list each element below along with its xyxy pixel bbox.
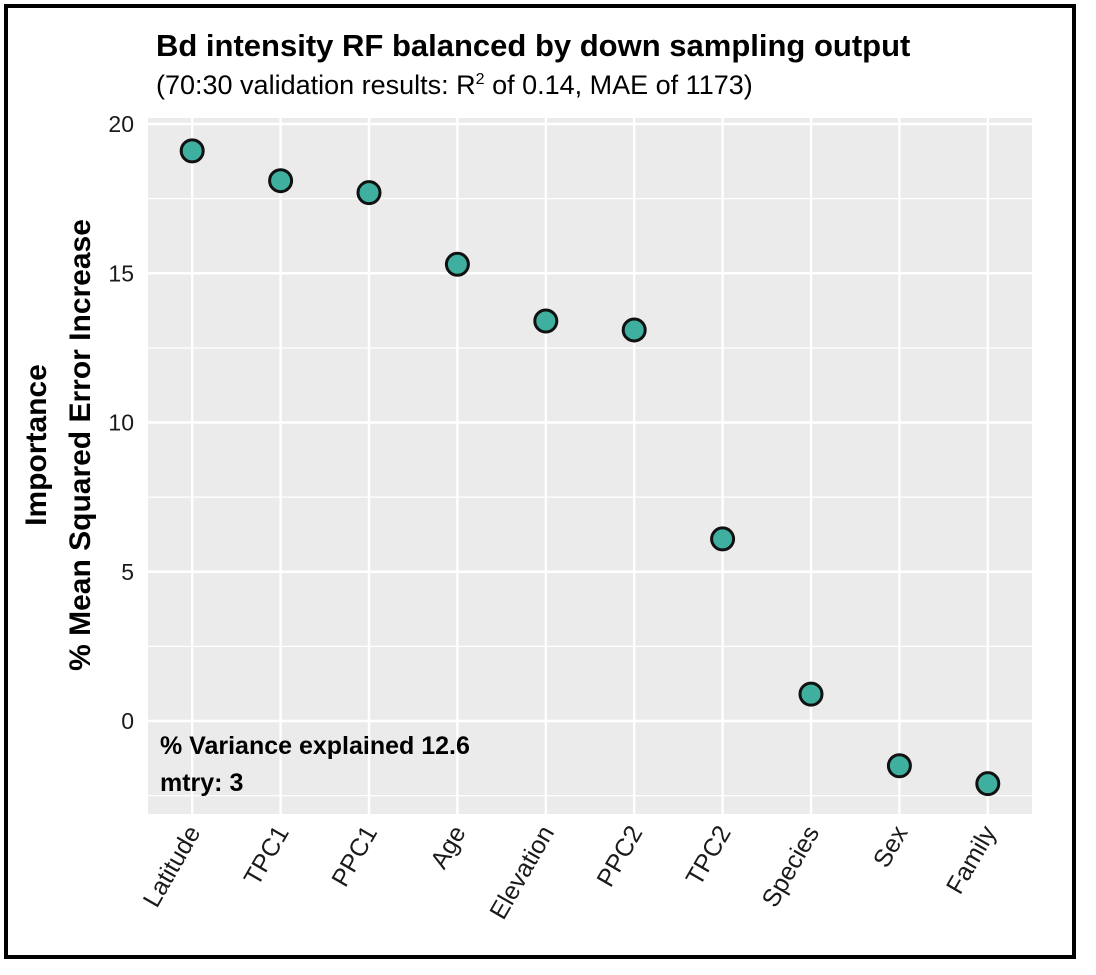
subtitle-suffix: of 0.14, MAE of 1173) [484,70,753,100]
y-axis-title-line1: Importance [20,364,53,526]
plot-panel [148,118,1032,814]
grid-major [148,118,1032,814]
x-tick-label: TPC1 [239,821,295,890]
y-tick-label: 20 [108,111,134,137]
y-axis-title-line2: % Mean Squared Error Increase [64,219,97,671]
y-tick-label: 0 [121,708,134,734]
data-point [356,180,382,206]
data-points [179,138,1001,797]
x-tick-label: Latitude [138,821,207,912]
x-tick-label: Sex [868,821,914,873]
subtitle-superscript: 2 [475,71,485,88]
x-tick-label: Age [425,821,471,874]
data-point [533,308,559,334]
y-tick-label: 15 [108,260,134,286]
x-tick-label: Family [941,821,1002,899]
x-tick-label: PPC1 [326,821,383,892]
data-point [621,317,647,343]
mtry-annotation: mtry: 3 [160,769,243,797]
subtitle-prefix: (70:30 validation results: R [156,70,476,100]
data-point [886,753,912,779]
data-point [268,168,294,194]
x-tick-labels: Latitude TPC1 PPC1 Age Elevation PPC2 TPC2 Spec… [138,821,1003,925]
x-tick-label: Species [756,821,825,912]
chart-subtitle: (70:30 validation results: R2 of 0.14, M… [156,70,753,101]
x-tick-label: TPC2 [681,821,737,890]
variance-annotation: % Variance explained 12.6 [160,732,470,760]
data-point [710,526,736,552]
grid-minor [148,198,1032,797]
y-tick-label: 10 [108,410,134,436]
data-point [798,681,824,707]
x-tick-label: Elevation [484,821,560,924]
x-tick-label: PPC2 [591,821,648,892]
data-point [444,251,470,277]
chart-title: Bd intensity RF balanced by down samplin… [156,28,911,63]
y-tick-labels: 0 5 10 15 20 [108,111,134,734]
data-point [179,138,205,164]
y-tick-label: 5 [121,559,134,585]
data-point [975,771,1001,797]
